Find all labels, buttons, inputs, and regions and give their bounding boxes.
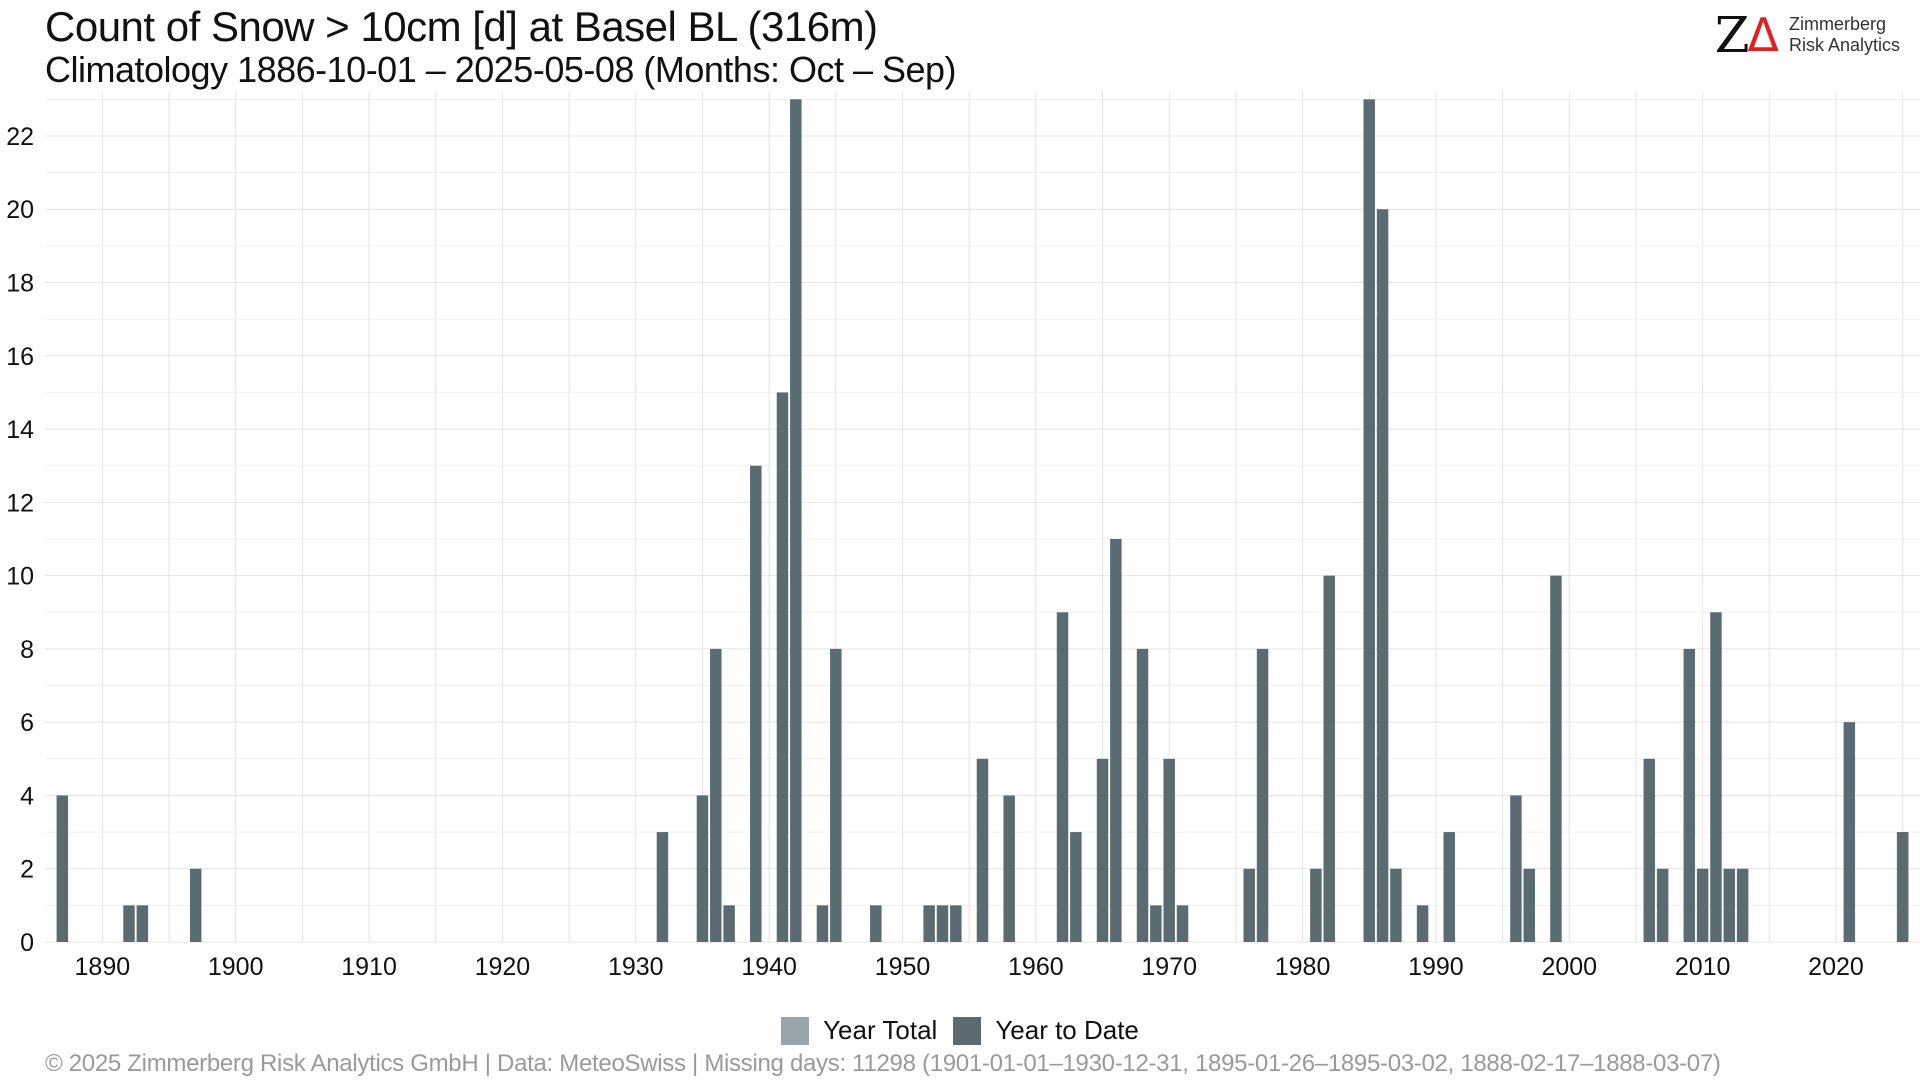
bar-year-to-date bbox=[1550, 575, 1562, 942]
bar-year-to-date bbox=[1843, 722, 1856, 942]
legend-label-year-to-date: Year to Date bbox=[995, 1015, 1139, 1045]
bar-year-to-date bbox=[1376, 209, 1389, 942]
x-tick-label: 1900 bbox=[208, 953, 264, 981]
bar-year-to-date bbox=[950, 905, 962, 942]
bar-year-to-date bbox=[1390, 868, 1402, 942]
logo-delta-icon: Δ bbox=[1747, 8, 1779, 62]
y-tick-label: 18 bbox=[6, 270, 34, 298]
x-tick-label: 1890 bbox=[75, 953, 131, 981]
bar-year-to-date bbox=[656, 832, 669, 942]
x-tick-label: 1940 bbox=[741, 953, 797, 981]
x-tick-label: 1950 bbox=[875, 953, 931, 981]
x-tick-label: 1960 bbox=[1008, 953, 1064, 981]
logo-line-2: Risk Analytics bbox=[1788, 35, 1900, 55]
bar-year-to-date bbox=[1136, 648, 1149, 942]
x-tick-label: 2020 bbox=[1808, 953, 1864, 981]
bar-year-to-date bbox=[1443, 832, 1455, 942]
x-tick-label: 1980 bbox=[1275, 953, 1331, 981]
bar-year-to-date bbox=[776, 392, 789, 942]
legend-item-year-to-date: Year to Date bbox=[953, 1015, 1139, 1046]
bar-year-to-date bbox=[1323, 575, 1335, 942]
bar-year-to-date bbox=[816, 905, 829, 942]
chart-title: Count of Snow > 10cm [d] at Basel BL (31… bbox=[45, 3, 878, 50]
bar-year-to-date bbox=[870, 905, 882, 942]
x-tick-label: 1920 bbox=[475, 953, 531, 981]
y-tick-label: 4 bbox=[20, 782, 34, 810]
bar-year-to-date bbox=[696, 795, 709, 942]
y-tick-label: 20 bbox=[6, 196, 34, 224]
logo-mark: Z bbox=[1714, 6, 1750, 64]
logo-line-1: Zimmerberg bbox=[1788, 14, 1886, 34]
y-tick-label: 16 bbox=[6, 343, 34, 371]
y-tick-label: 10 bbox=[6, 563, 34, 591]
legend-swatch-year-to-date bbox=[953, 1016, 982, 1045]
tick-labels: 0 2 4 6 8 10 12 14 16 18 20 22 1890 1900 1910 1920 1930 1… bbox=[6, 123, 1864, 981]
bar-year-to-date bbox=[1896, 832, 1909, 942]
bar-year-to-date bbox=[1696, 868, 1709, 942]
bar-year-to-date bbox=[1736, 868, 1749, 942]
legend-swatch-year-total bbox=[781, 1016, 810, 1045]
y-tick-label: 8 bbox=[20, 636, 34, 664]
bar-year-to-date bbox=[1723, 868, 1736, 942]
bar-year-to-date bbox=[136, 905, 149, 942]
bar-year-to-date bbox=[1710, 612, 1722, 942]
bar-year-to-date bbox=[1070, 832, 1082, 942]
bar-year-to-date bbox=[790, 99, 802, 943]
bar-year-to-date bbox=[723, 905, 735, 942]
x-tick-label: 2010 bbox=[1675, 953, 1731, 981]
bar-year-to-date bbox=[1056, 612, 1069, 942]
bar-year-to-date bbox=[189, 868, 202, 942]
bar-year-to-date bbox=[1510, 795, 1522, 942]
company-logo: Z Δ Zimmerberg Risk Analytics bbox=[1715, 10, 1900, 60]
logo-text: Zimmerberg Risk Analytics bbox=[1789, 14, 1900, 56]
legend-item-year-total: Year Total bbox=[781, 1015, 937, 1046]
bar-year-to-date bbox=[123, 905, 135, 942]
bar-year-to-date bbox=[710, 648, 722, 942]
bar-year-to-date bbox=[750, 465, 762, 942]
bar-year-to-date bbox=[1003, 795, 1015, 942]
bar-year-to-date bbox=[1110, 538, 1122, 942]
chart-subtitle: Climatology 1886-10-01 – 2025-05-08 (Mon… bbox=[45, 49, 957, 90]
y-tick-label: 14 bbox=[6, 416, 34, 444]
legend: Year Total Year to Date bbox=[0, 1015, 1920, 1046]
bar-year-to-date bbox=[1256, 648, 1269, 942]
y-tick-label: 6 bbox=[20, 709, 34, 737]
bars bbox=[56, 99, 1909, 943]
bar-year-to-date bbox=[976, 758, 989, 942]
bar-year-to-date bbox=[1643, 758, 1656, 942]
bar-year-to-date bbox=[1176, 905, 1189, 942]
bar-year-to-date bbox=[1243, 868, 1255, 942]
bar-year-to-date bbox=[1416, 905, 1429, 942]
bar-year-to-date bbox=[923, 905, 935, 942]
bar-year-to-date bbox=[1150, 905, 1162, 942]
x-tick-label: 1990 bbox=[1408, 953, 1464, 981]
bar-year-to-date bbox=[1683, 648, 1696, 942]
bar-year-to-date bbox=[830, 648, 842, 942]
bar-year-to-date bbox=[1656, 868, 1669, 942]
bar-year-to-date bbox=[1310, 868, 1322, 942]
legend-label-year-total: Year Total bbox=[823, 1015, 938, 1045]
x-tick-label: 2000 bbox=[1541, 953, 1597, 981]
bar-year-to-date bbox=[1163, 758, 1175, 942]
y-tick-label: 22 bbox=[6, 123, 34, 151]
x-tick-label: 1970 bbox=[1141, 953, 1197, 981]
bar-year-to-date bbox=[936, 905, 949, 942]
bar-year-to-date bbox=[56, 795, 69, 942]
y-tick-label: 12 bbox=[6, 489, 34, 517]
y-tick-label: 2 bbox=[20, 856, 34, 884]
bar-year-to-date bbox=[1363, 99, 1375, 943]
x-tick-label: 1930 bbox=[608, 953, 664, 981]
y-tick-label: 0 bbox=[20, 929, 34, 957]
bar-year-to-date bbox=[1523, 868, 1535, 942]
bar-chart: 0 2 4 6 8 10 12 14 16 18 20 22 1890 1900 1910 1920 1930 1… bbox=[6, 92, 1920, 981]
x-tick-label: 1910 bbox=[341, 953, 397, 981]
footer-caption: © 2025 Zimmerberg Risk Analytics GmbH | … bbox=[45, 1050, 1721, 1077]
bar-year-to-date bbox=[1096, 758, 1109, 942]
